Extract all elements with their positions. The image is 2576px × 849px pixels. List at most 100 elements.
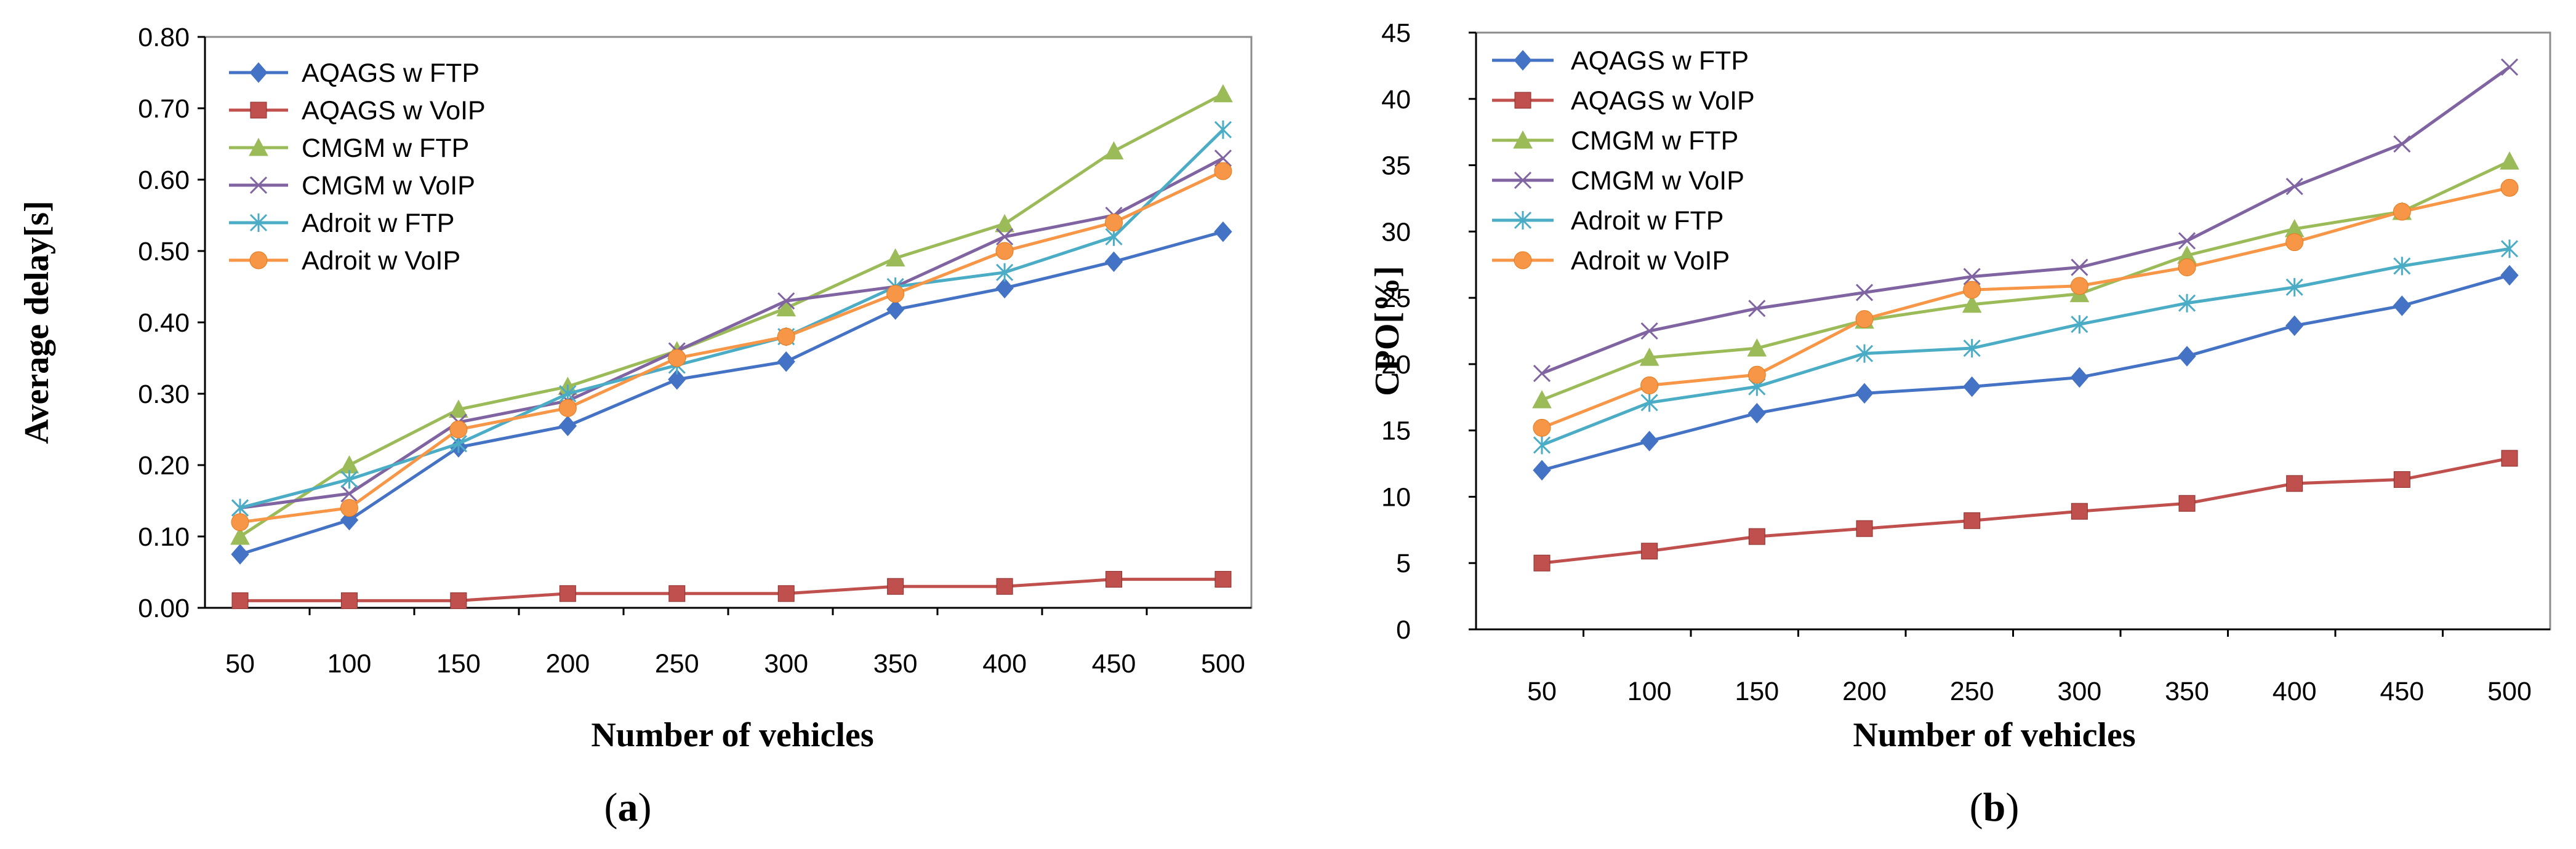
chart-a-data-point [1105, 213, 1123, 232]
chart-a-legend-label: Adroit w VoIP [302, 246, 460, 276]
chart-a-legend-marker [249, 176, 268, 194]
chart-b-data-point [2500, 265, 2519, 286]
chart-b-data-point [1963, 281, 1981, 299]
chart-a-series-line [240, 578, 1223, 602]
chart-b-data-point [2178, 258, 2196, 277]
chart-b-data-point [2393, 295, 2411, 316]
chart-a: 0.00 0.10 0.20 0.30 0.40 0.50 0.60 0.70 0.80 50 1… [18, 23, 1253, 830]
chart-a-data-point [558, 399, 577, 417]
chart-a-data-point [340, 485, 358, 503]
chart-b-legend-marker [1514, 251, 1532, 269]
chart-b-data-point [2070, 367, 2088, 388]
chart-a-legend-item: AQAGS w FTP [229, 58, 479, 88]
chart-a-data-point [777, 351, 795, 372]
chart-a-data-point [231, 544, 249, 565]
chart-b-data-point [2071, 503, 2088, 520]
chart-b-data-point [1963, 376, 1981, 397]
chart-a-series-2 [230, 84, 1233, 545]
chart-b-legend-label: CMGM w VoIP [1571, 166, 1744, 196]
chart-b-data-point [2178, 495, 2196, 512]
chart-b-y-tick-label: 25 [1381, 284, 1411, 313]
chart-b-legend-item: Adroit w VoIP [1492, 246, 1730, 276]
chart-b-data-point [2393, 471, 2410, 488]
chart-a-legend-marker [249, 137, 268, 156]
chart-b-data-point [1747, 338, 1767, 357]
chart-a-y-tick-label: 0.30 [138, 380, 190, 409]
chart-b-data-point [1964, 512, 1981, 529]
chart-a-data-point [668, 349, 686, 367]
chart-a-data-point [1104, 141, 1124, 160]
chart-a-legend-marker [249, 62, 268, 83]
chart-b-data-point [2285, 315, 2304, 337]
chart-a-data-point [340, 470, 358, 489]
chart-b-data-point [2178, 346, 2196, 367]
chart-a-legend-item: AQAGS w VoIP [229, 96, 486, 126]
chart-b-legend-label: CMGM w FTP [1571, 126, 1738, 156]
chart-a-data-point [886, 299, 905, 320]
chart-a-data-point [668, 585, 686, 602]
chart-b-legend-item: AQAGS w FTP [1492, 46, 1749, 76]
chart-b-x-tick-label: 350 [2165, 677, 2209, 706]
chart-b-legend-label: AQAGS w VoIP [1571, 86, 1755, 116]
chart-a-x-tick-label: 250 [655, 649, 699, 679]
chart-b-y-tick-label: 15 [1381, 417, 1411, 446]
chart-b-x-tick-label: 300 [2057, 677, 2101, 706]
chart-a-legend-label: AQAGS w FTP [302, 58, 479, 88]
chart-a-x-tick-label: 100 [327, 649, 372, 679]
chart-b-legend-marker [1514, 92, 1531, 109]
chart-a-data-point [996, 228, 1014, 245]
chart-a-series-5 [231, 162, 1232, 532]
chart-a-data-point [1214, 149, 1232, 167]
chart-b-data-point [1747, 402, 1766, 424]
chart-a-data-point [995, 242, 1014, 260]
chart-b-data-point [1533, 418, 1551, 437]
chart-a-y-tick-label: 0.20 [138, 451, 190, 480]
chart-b-data-point [1855, 310, 1874, 329]
chart-a-data-point [1214, 221, 1232, 242]
chart-a-legend-marker [249, 251, 268, 269]
chart-b-data-point [2285, 177, 2303, 196]
chart-b-data-point [2178, 293, 2196, 313]
chart-a-x-tick-label: 150 [436, 649, 481, 679]
chart-b-y-tick-label: 5 [1396, 549, 1411, 578]
chart-a-y-tick-label: 0.00 [138, 594, 190, 623]
chart-b-y-tick-label: 10 [1381, 482, 1411, 512]
chart-b-data-point [1748, 300, 1766, 317]
chart-b-series-line [1541, 186, 2510, 429]
chart-a-legend-label: CMGM w VoIP [302, 171, 475, 201]
chart-a-legend-marker [250, 102, 267, 119]
chart-b-data-point [1963, 268, 1981, 285]
chart-b-data-point [2393, 202, 2411, 221]
chart-a-data-point [887, 578, 904, 595]
chart-a-legend-item: Adroit w FTP [229, 209, 455, 238]
chart-a-data-point [1214, 162, 1232, 180]
chart-b-series-line [1541, 159, 2511, 402]
chart-a-data-point [340, 592, 358, 609]
chart-a-series-line [239, 156, 1224, 510]
chart-b-data-point [2178, 232, 2196, 250]
chart-b-series-1 [1533, 450, 2518, 572]
chart-b-legend-marker [1514, 211, 1532, 229]
chart-b-data-point [2071, 315, 2088, 334]
chart-b-series-line [1541, 66, 2511, 375]
chart-a-x-tick-label: 450 [1092, 649, 1136, 679]
chart-a-data-point [449, 399, 468, 418]
chart-a-x-tick-label: 200 [545, 649, 590, 679]
chart-a-legend-item: Adroit w VoIP [229, 246, 460, 276]
chart-b-data-point [1856, 520, 1873, 537]
chart-b-legend-label: Adroit w FTP [1571, 206, 1724, 236]
chart-b-series-4 [1533, 239, 2519, 455]
chart-b-data-point [1533, 436, 1551, 455]
chart-a-y-tick-label: 0.80 [138, 23, 190, 52]
chart-a-y-tick-label: 0.10 [138, 522, 190, 552]
chart-b-data-point [2500, 239, 2519, 258]
chart-a-y-tick-label: 0.50 [138, 237, 190, 266]
chart-a-data-point [559, 585, 576, 602]
chart-a-data-point [886, 285, 905, 303]
chart-b: 0 5 10 15 20 25 30 35 40 45 50 100 150 200 250 300 350 4… [1368, 18, 2551, 830]
chart-b-legend-marker [1514, 50, 1532, 71]
chart-b-series-line [1541, 274, 2510, 472]
chart-a-data-point [340, 499, 358, 517]
chart-a-data-point [668, 369, 686, 390]
